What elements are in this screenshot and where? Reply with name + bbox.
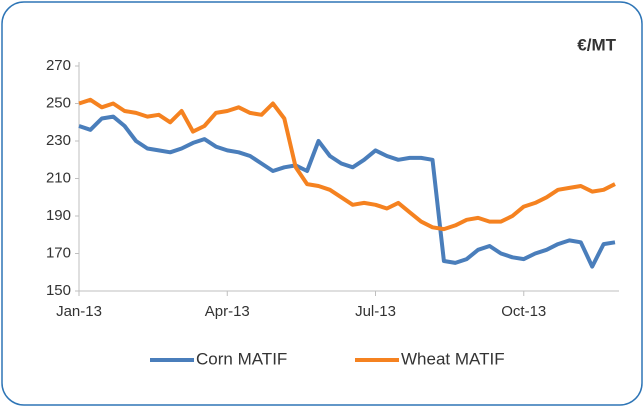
x-tick-label: Apr-13 bbox=[205, 303, 250, 320]
series-line bbox=[78, 114, 616, 269]
y-tick-label: 270 bbox=[46, 57, 71, 74]
chart-frame bbox=[1, 1, 643, 406]
unit-label: €/MT bbox=[577, 35, 616, 54]
y-tick-label: 150 bbox=[46, 282, 71, 299]
x-tick-label: Jul-13 bbox=[355, 303, 396, 320]
legend-label: Corn MATIF bbox=[196, 349, 287, 368]
x-tick-label: Jan-13 bbox=[56, 303, 102, 320]
legend-label: Wheat MATIF bbox=[401, 349, 505, 368]
y-tick-label: 230 bbox=[46, 132, 71, 149]
y-tick-label: 250 bbox=[46, 94, 71, 111]
y-tick-label: 170 bbox=[46, 244, 71, 261]
x-tick-label: Oct-13 bbox=[501, 303, 546, 320]
y-tick-label: 210 bbox=[46, 169, 71, 186]
y-tick-label: 190 bbox=[46, 207, 71, 224]
series-line bbox=[78, 97, 616, 232]
